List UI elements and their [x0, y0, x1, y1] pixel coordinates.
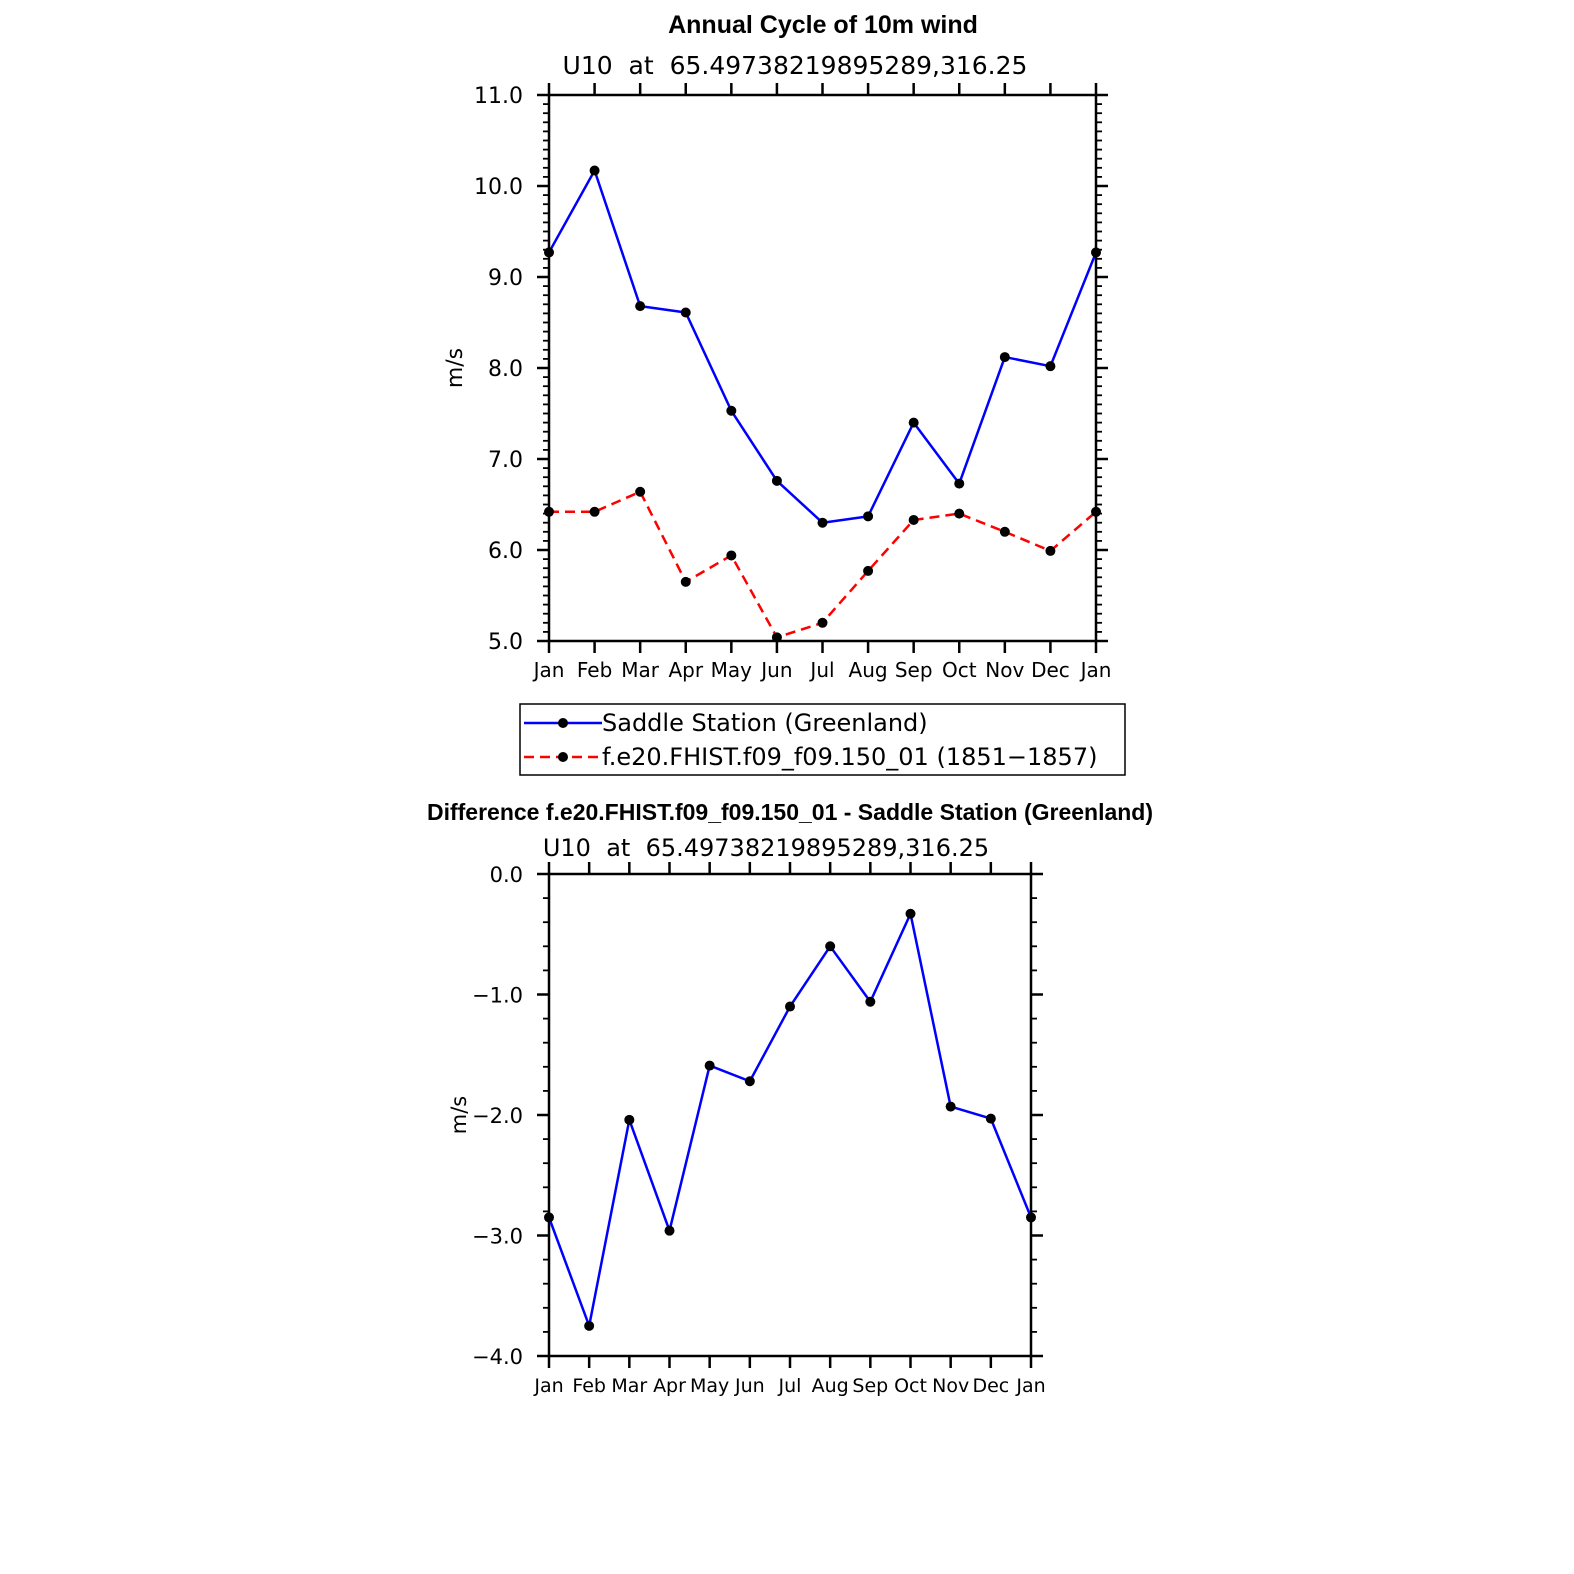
chart1-frame — [547, 93, 1098, 643]
chart1-xtick-label: Mar — [621, 658, 660, 682]
chart1-xtick-label: Sep — [895, 658, 933, 682]
chart1-series-2-point — [544, 506, 554, 517]
chart2-series-1-point — [624, 1114, 635, 1125]
chart2-series-1-point — [945, 1101, 956, 1112]
chart1-ytick-label: 11.0 — [474, 84, 523, 109]
chart2-title: Difference f.e20.FHIST.f09_f09.150_01 - … — [427, 799, 1153, 825]
chart2-xtick-label: Sep — [852, 1375, 888, 1397]
chart2-xtick-label: Apr — [653, 1375, 686, 1397]
legend-label-series-1: Saddle Station (Greenland) — [602, 709, 928, 737]
chart2-series-1-point — [704, 1060, 715, 1071]
chart2-xtick-label: Aug — [812, 1375, 849, 1397]
chart1-ytick-label: 6.0 — [488, 539, 523, 564]
legend-marker-series-2 — [558, 752, 568, 762]
chart1-ylabel: m/s — [443, 348, 468, 388]
chart1-series-2-point — [1045, 545, 1056, 556]
chart1-series-1-point — [771, 475, 782, 486]
chart2-series-1-point — [905, 908, 916, 919]
chart2-xtick-label: Jun — [734, 1375, 765, 1397]
chart1-subtitle: U10 at 65.49738219895289,316.25 — [563, 51, 1028, 80]
chart2-series-1-point — [664, 1225, 675, 1236]
chart2-series-1-line — [547, 912, 1033, 1328]
chart1-series-1-line — [547, 169, 1098, 524]
chart2-xtick-label: Nov — [932, 1375, 969, 1397]
chart1-xtick-label: Apr — [668, 658, 703, 682]
chart1-series-1-point — [999, 352, 1010, 363]
chart2-frame — [547, 872, 1033, 1358]
chart1-series-1-point — [635, 301, 646, 312]
chart2-ytick-label: −3.0 — [472, 1225, 523, 1249]
chart1-series-1-point — [544, 247, 554, 258]
chart1-series-2-point — [863, 565, 874, 576]
chart2-xtick-label: Mar — [611, 1375, 647, 1397]
chart1-series-2-point — [635, 486, 646, 497]
chart2-series-1-point — [1026, 1212, 1036, 1223]
chart2-ytick-label: −2.0 — [472, 1104, 523, 1128]
chart1-series-1-point — [680, 307, 691, 318]
chart2-series-1-point — [985, 1113, 996, 1124]
chart2-xtick-label: Oct — [894, 1375, 927, 1397]
chart2-ytick-label: −4.0 — [472, 1345, 523, 1369]
chart1-ytick-label: 5.0 — [488, 630, 523, 655]
chart1-series-2-point — [817, 617, 828, 628]
legend-label-series-2: f.e20.FHIST.f09_f09.150_01 (1851−1857) — [602, 743, 1097, 771]
chart2-xtick-label: Jan — [533, 1375, 563, 1397]
chart1-legend: Saddle Station (Greenland) f.e20.FHIST.f… — [519, 703, 1126, 776]
chart1-series-1-point — [863, 511, 874, 522]
chart1-xtick-label: Feb — [577, 658, 612, 682]
chart1-series-2-point — [680, 576, 691, 587]
chart2-xtick-label: Jul — [778, 1375, 802, 1397]
chart2-subtitle: U10 at 65.49738219895289,316.25 — [543, 834, 989, 862]
chart1-series-2-line — [549, 490, 1097, 639]
chart1-xtick-label: Jan — [1079, 658, 1112, 682]
chart1-xtick-label: Jun — [759, 658, 792, 682]
legend-marker-series-1 — [558, 718, 568, 728]
chart1-series-2-point — [999, 526, 1010, 537]
chart1-title: Annual Cycle of 10m wind — [668, 11, 978, 39]
chart1-ytick-label: 10.0 — [474, 175, 523, 200]
chart2-ylabel: m/s — [447, 1096, 471, 1134]
chart1-xtick-label: Jan — [532, 658, 565, 682]
chart1-series-2-point — [726, 550, 737, 561]
chart1-series-2-point — [771, 632, 782, 643]
chart1-xtick-label: Aug — [849, 658, 888, 682]
chart2-xtick-label: Dec — [972, 1375, 1009, 1397]
chart2-series-1-point — [825, 941, 836, 952]
chart1-series-1-point — [954, 478, 965, 489]
chart2-plot-area: Jan Feb Mar Apr May Jun Jul Aug Sep Oct Nov Dec Jan−… — [447, 862, 1046, 1397]
chart1-ytick-label: 8.0 — [488, 357, 523, 382]
chart2-series-1-point — [744, 1076, 755, 1087]
chart1-xtick-label: Oct — [942, 658, 977, 682]
chart1-plot-area: Jan Feb Mar Apr May Jun Jul Aug Sep Oct Nov Dec Jan 5… — [443, 83, 1111, 682]
chart2-xtick-label: Feb — [572, 1375, 606, 1397]
chart1-series-1-point — [908, 417, 919, 428]
chart2-series-1-point — [544, 1212, 554, 1223]
chart1-series-1-point — [817, 517, 828, 528]
chart1-xtick-label: Nov — [985, 658, 1024, 682]
chart1-series-1-point — [1091, 247, 1101, 258]
chart1-ytick-label: 7.0 — [488, 448, 523, 473]
chart2-xtick-label: Jan — [1015, 1375, 1045, 1397]
chart1-series-1-point — [589, 165, 600, 176]
chart2-ytick-label: −1.0 — [472, 984, 523, 1008]
chart2-ytick-label: 0.0 — [490, 863, 523, 887]
chart1-series-2-point — [1091, 506, 1101, 517]
chart2-xtick-label: May — [690, 1375, 729, 1397]
chart1-series-1-point — [1045, 361, 1056, 372]
chart1-ytick-label: 9.0 — [488, 266, 523, 291]
chart1-xtick-label: Dec — [1031, 658, 1070, 682]
chart1-xtick-label: Jul — [808, 658, 834, 682]
chart1-series-2-point — [908, 514, 919, 525]
chart1-series-2-point — [589, 506, 600, 517]
chart1-xtick-label: May — [711, 658, 753, 682]
chart1-series-2-point — [954, 508, 965, 519]
chart2-series-1-point — [785, 1001, 795, 1012]
legend-box — [519, 703, 1126, 776]
chart2-series-1-point — [865, 996, 876, 1007]
chart1-series-1-point — [726, 405, 737, 416]
chart2-series-1-point — [584, 1320, 595, 1331]
